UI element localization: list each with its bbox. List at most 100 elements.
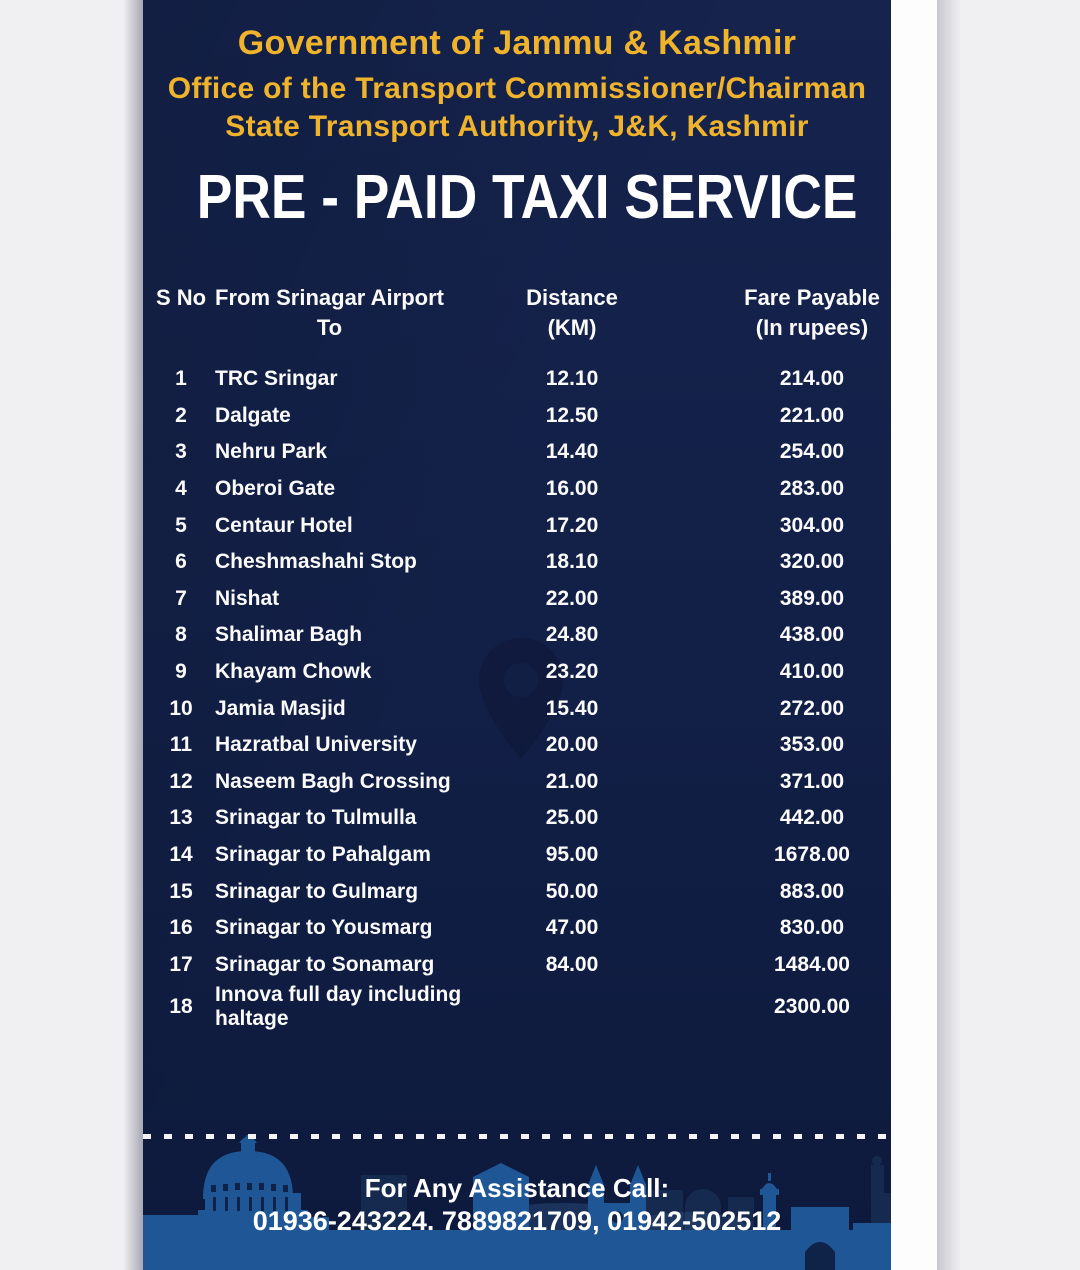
row-serial: 12	[169, 769, 193, 793]
row-serial: 14	[169, 843, 193, 867]
row-distance: 18.10	[545, 550, 599, 574]
row-fare: 272.00	[779, 696, 845, 720]
row-destination: Shalimar Bagh	[215, 623, 363, 647]
table-row: 17 Srinagar to Sonamarg 84.00 1484.00	[143, 947, 891, 984]
header-from-line2: To	[316, 315, 343, 340]
row-destination: Oberoi Gate	[215, 477, 336, 501]
table-row: 8 Shalimar Bagh 24.80 438.00	[143, 617, 891, 654]
row-destination: Nehru Park	[215, 440, 328, 464]
row-distance: 25.00	[545, 806, 599, 830]
row-serial: 16	[169, 916, 193, 940]
table-row: 5 Centaur Hotel 17.20 304.00	[143, 507, 891, 544]
row-distance: 17.20	[545, 513, 599, 537]
table-row: 2 Dalgate 12.50 221.00	[143, 398, 891, 435]
table-row: 7 Nishat 22.00 389.00	[143, 581, 891, 618]
row-serial: 6	[175, 550, 187, 574]
row-destination: Naseem Bagh Crossing	[215, 769, 451, 793]
row-serial: 8	[175, 623, 187, 647]
row-serial: 15	[169, 879, 193, 903]
table-row: 15 Srinagar to Gulmarg 50.00 883.00	[143, 873, 891, 910]
row-destination: Srinagar to Tulmulla	[215, 806, 417, 830]
row-fare: 389.00	[779, 586, 845, 610]
row-distance: 47.00	[545, 916, 599, 940]
row-destination: Srinagar to Pahalgam	[215, 843, 431, 867]
row-serial: 9	[175, 660, 187, 684]
row-distance: 15.40	[545, 696, 599, 720]
row-serial: 5	[175, 513, 187, 537]
assistance-phone-numbers: 01936-243224. 7889821709, 01942-502512	[252, 1206, 782, 1236]
row-serial: 3	[175, 440, 187, 464]
row-fare: 221.00	[779, 403, 845, 427]
row-destination: TRC Sringar	[215, 367, 338, 391]
header-distance-line1: Distance	[526, 285, 618, 310]
row-distance: 16.00	[545, 477, 599, 501]
row-distance: 12.50	[545, 403, 599, 427]
left-edge-shadow	[123, 0, 143, 1270]
row-fare: 304.00	[779, 513, 845, 537]
row-distance: 84.00	[545, 952, 599, 976]
row-serial: 17	[169, 952, 193, 976]
header-from-line1: From Srinagar Airport	[215, 285, 444, 310]
dotted-separator	[143, 1134, 891, 1139]
row-serial: 13	[169, 806, 193, 830]
row-distance: 14.40	[545, 440, 599, 464]
poster-title: PRE - PAID TAXI SERVICE	[143, 162, 891, 233]
footer-assistance-block: For Any Assistance Call: 01936-243224. 7…	[143, 1172, 891, 1238]
table-row: 6 Cheshmashahi Stop 18.10 320.00	[143, 544, 891, 581]
row-fare: 438.00	[779, 623, 845, 647]
header-fare-line1: Fare Payable	[744, 285, 880, 310]
org-name-line1: Government of Jammu & Kashmir	[237, 24, 797, 62]
row-distance: 20.00	[545, 733, 599, 757]
table-row: 1 TRC Sringar 12.10 214.00	[143, 361, 891, 398]
row-fare: 2300.00	[774, 995, 850, 1019]
row-fare: 410.00	[779, 660, 845, 684]
row-distance: 22.00	[545, 586, 599, 610]
row-destination: Srinagar to Yousmarg	[215, 916, 433, 940]
row-fare: 283.00	[779, 477, 845, 501]
row-serial: 7	[175, 586, 187, 610]
row-distance: 21.00	[545, 769, 599, 793]
header-fare-line2: (In rupees)	[755, 315, 869, 340]
table-row: 11 Hazratbal University 20.00 353.00	[143, 727, 891, 764]
header-from: From Srinagar Airport To	[207, 283, 497, 343]
row-distance: 12.10	[545, 367, 599, 391]
row-destination: Innova full day including haltage	[215, 983, 462, 1031]
org-name-line2: Office of the Transport Commissioner/Cha…	[167, 72, 867, 105]
city-skyline-illustration	[143, 1135, 891, 1270]
row-distance: 24.80	[545, 623, 599, 647]
row-fare: 830.00	[779, 916, 845, 940]
table-row: 14 Srinagar to Pahalgam 95.00 1678.00	[143, 837, 891, 874]
table-row: 9 Khayam Chowk 23.20 410.00	[143, 654, 891, 691]
row-serial: 18	[169, 995, 193, 1019]
row-destination: Jamia Masjid	[215, 696, 346, 720]
row-serial: 2	[175, 403, 187, 427]
row-distance: 95.00	[545, 843, 599, 867]
row-fare: 1484.00	[774, 952, 850, 976]
row-fare: 442.00	[779, 806, 845, 830]
row-destination: Srinagar to Gulmarg	[215, 879, 419, 903]
row-fare: 883.00	[779, 879, 845, 903]
fare-table-header: S No From Srinagar Airport To Distance (…	[143, 283, 891, 343]
row-destination: Centaur Hotel	[215, 513, 353, 537]
right-edge-shadow	[937, 0, 961, 1270]
row-serial: 4	[175, 477, 187, 501]
row-destination: Hazratbal University	[215, 733, 417, 757]
row-destination: Dalgate	[215, 403, 291, 427]
header-distance-line2: (KM)	[547, 315, 597, 340]
row-destination: Srinagar to Sonamarg	[215, 952, 435, 976]
row-serial: 1	[175, 367, 187, 391]
row-destination: Cheshmashahi Stop	[215, 550, 417, 574]
row-fare: 320.00	[779, 550, 845, 574]
row-destination: Nishat	[215, 586, 280, 610]
table-row: 12 Naseem Bagh Crossing 21.00 371.00	[143, 764, 891, 801]
fare-table-body: 1 TRC Sringar 12.10 214.00 2 Dalgate 12.50 221.…	[143, 361, 891, 1030]
row-fare: 254.00	[779, 440, 845, 464]
header-serial: S No	[155, 285, 207, 310]
row-destination: Khayam Chowk	[215, 660, 372, 684]
row-serial: 11	[169, 733, 193, 757]
table-row: 18 Innova full day including haltage 2300.…	[143, 983, 891, 1030]
taxi-fare-poster: Government of Jammu & Kashmir Office of …	[143, 0, 891, 1270]
row-fare: 1678.00	[774, 843, 850, 867]
table-row: 16 Srinagar to Yousmarg 47.00 830.00	[143, 910, 891, 947]
